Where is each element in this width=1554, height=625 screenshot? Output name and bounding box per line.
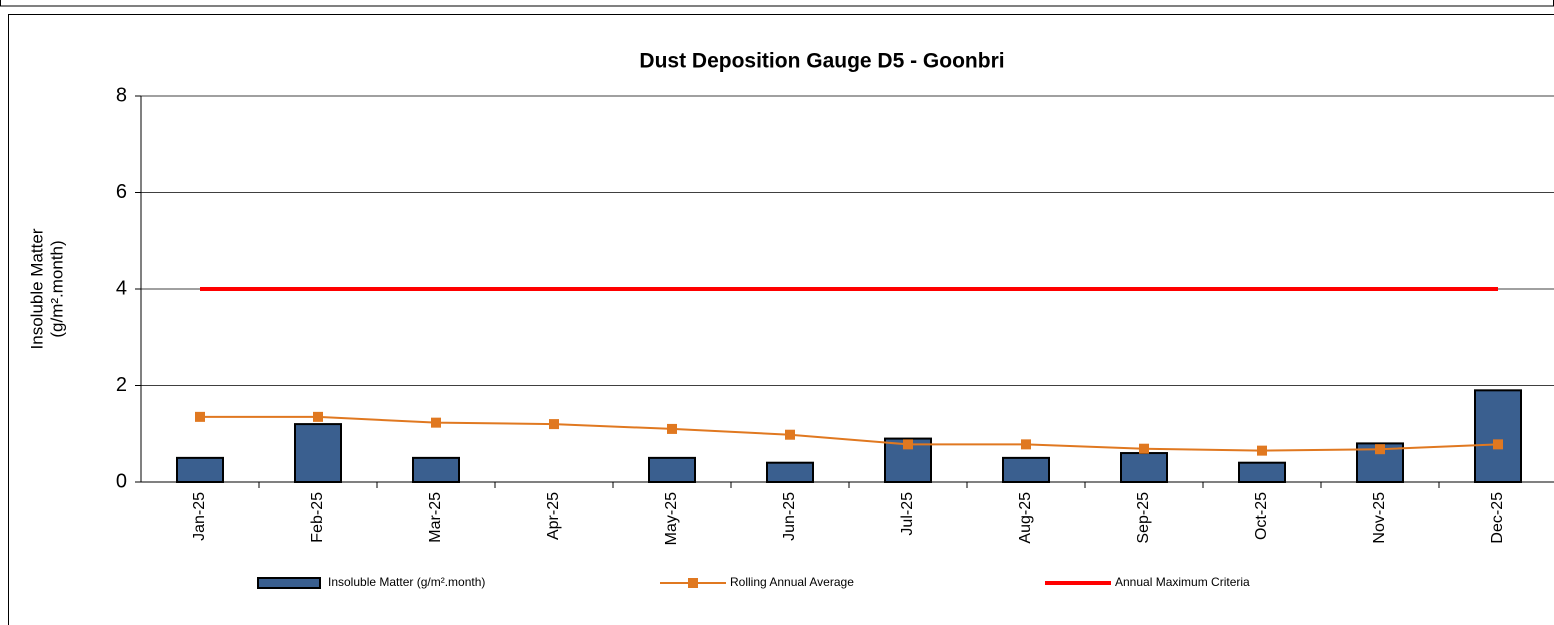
line	[200, 415, 1499, 452]
x-tick-label: Jul-25	[899, 492, 916, 536]
panel-frame	[0, 0, 1554, 7]
marker	[195, 411, 205, 422]
marker	[1257, 445, 1267, 456]
y-tick-label: 6	[116, 181, 127, 203]
marker	[667, 423, 677, 434]
legend-swatch	[257, 577, 321, 589]
bar	[176, 456, 224, 483]
bar	[766, 461, 814, 484]
x-tick-label: Aug-25	[1017, 492, 1034, 544]
x-tick-label: Feb-25	[309, 492, 326, 543]
marker	[1139, 443, 1149, 454]
bar	[884, 437, 932, 484]
bar	[294, 423, 342, 484]
x-tick-label: Mar-25	[427, 492, 444, 543]
x-tick-label: Dec-25	[1489, 492, 1506, 544]
marker	[785, 429, 795, 440]
marker	[313, 411, 323, 422]
chart-frame	[8, 14, 1554, 625]
bar	[1002, 456, 1050, 483]
legend-marker	[688, 578, 698, 588]
y-tick-label: 8	[116, 84, 127, 106]
y-tick-label: 4	[116, 277, 127, 299]
legend-label: Insoluble Matter (g/m².month)	[328, 575, 485, 589]
y-axis-label: Insoluble Matter	[27, 228, 46, 349]
bar	[1120, 452, 1168, 483]
legend-label: Rolling Annual Average	[730, 575, 854, 589]
marker	[549, 419, 559, 430]
marker	[431, 417, 441, 428]
bar	[1238, 461, 1286, 484]
marker	[903, 439, 913, 450]
y-tick-label: 0	[116, 470, 127, 492]
chart-title: Dust Deposition Gauge D5 - Goonbri	[639, 50, 1004, 73]
bar	[1474, 389, 1522, 484]
x-tick-label: Jun-25	[781, 492, 798, 541]
x-tick-label: May-25	[663, 492, 680, 545]
legend-label: Annual Maximum Criteria	[1115, 575, 1250, 589]
x-tick-label: Nov-25	[1371, 492, 1388, 544]
marker	[1493, 439, 1503, 450]
x-tick-label: Oct-25	[1253, 492, 1270, 540]
x-tick-label: Apr-25	[545, 492, 562, 540]
x-tick-label: Jan-25	[191, 492, 208, 541]
x-tick-label: Sep-25	[1135, 492, 1152, 544]
y-tick-label: 2	[116, 374, 127, 396]
bar	[648, 456, 696, 483]
bar	[412, 456, 460, 483]
marker	[1375, 444, 1385, 455]
y-axis-label: (g/m².month)	[47, 240, 66, 337]
marker	[1021, 439, 1031, 450]
